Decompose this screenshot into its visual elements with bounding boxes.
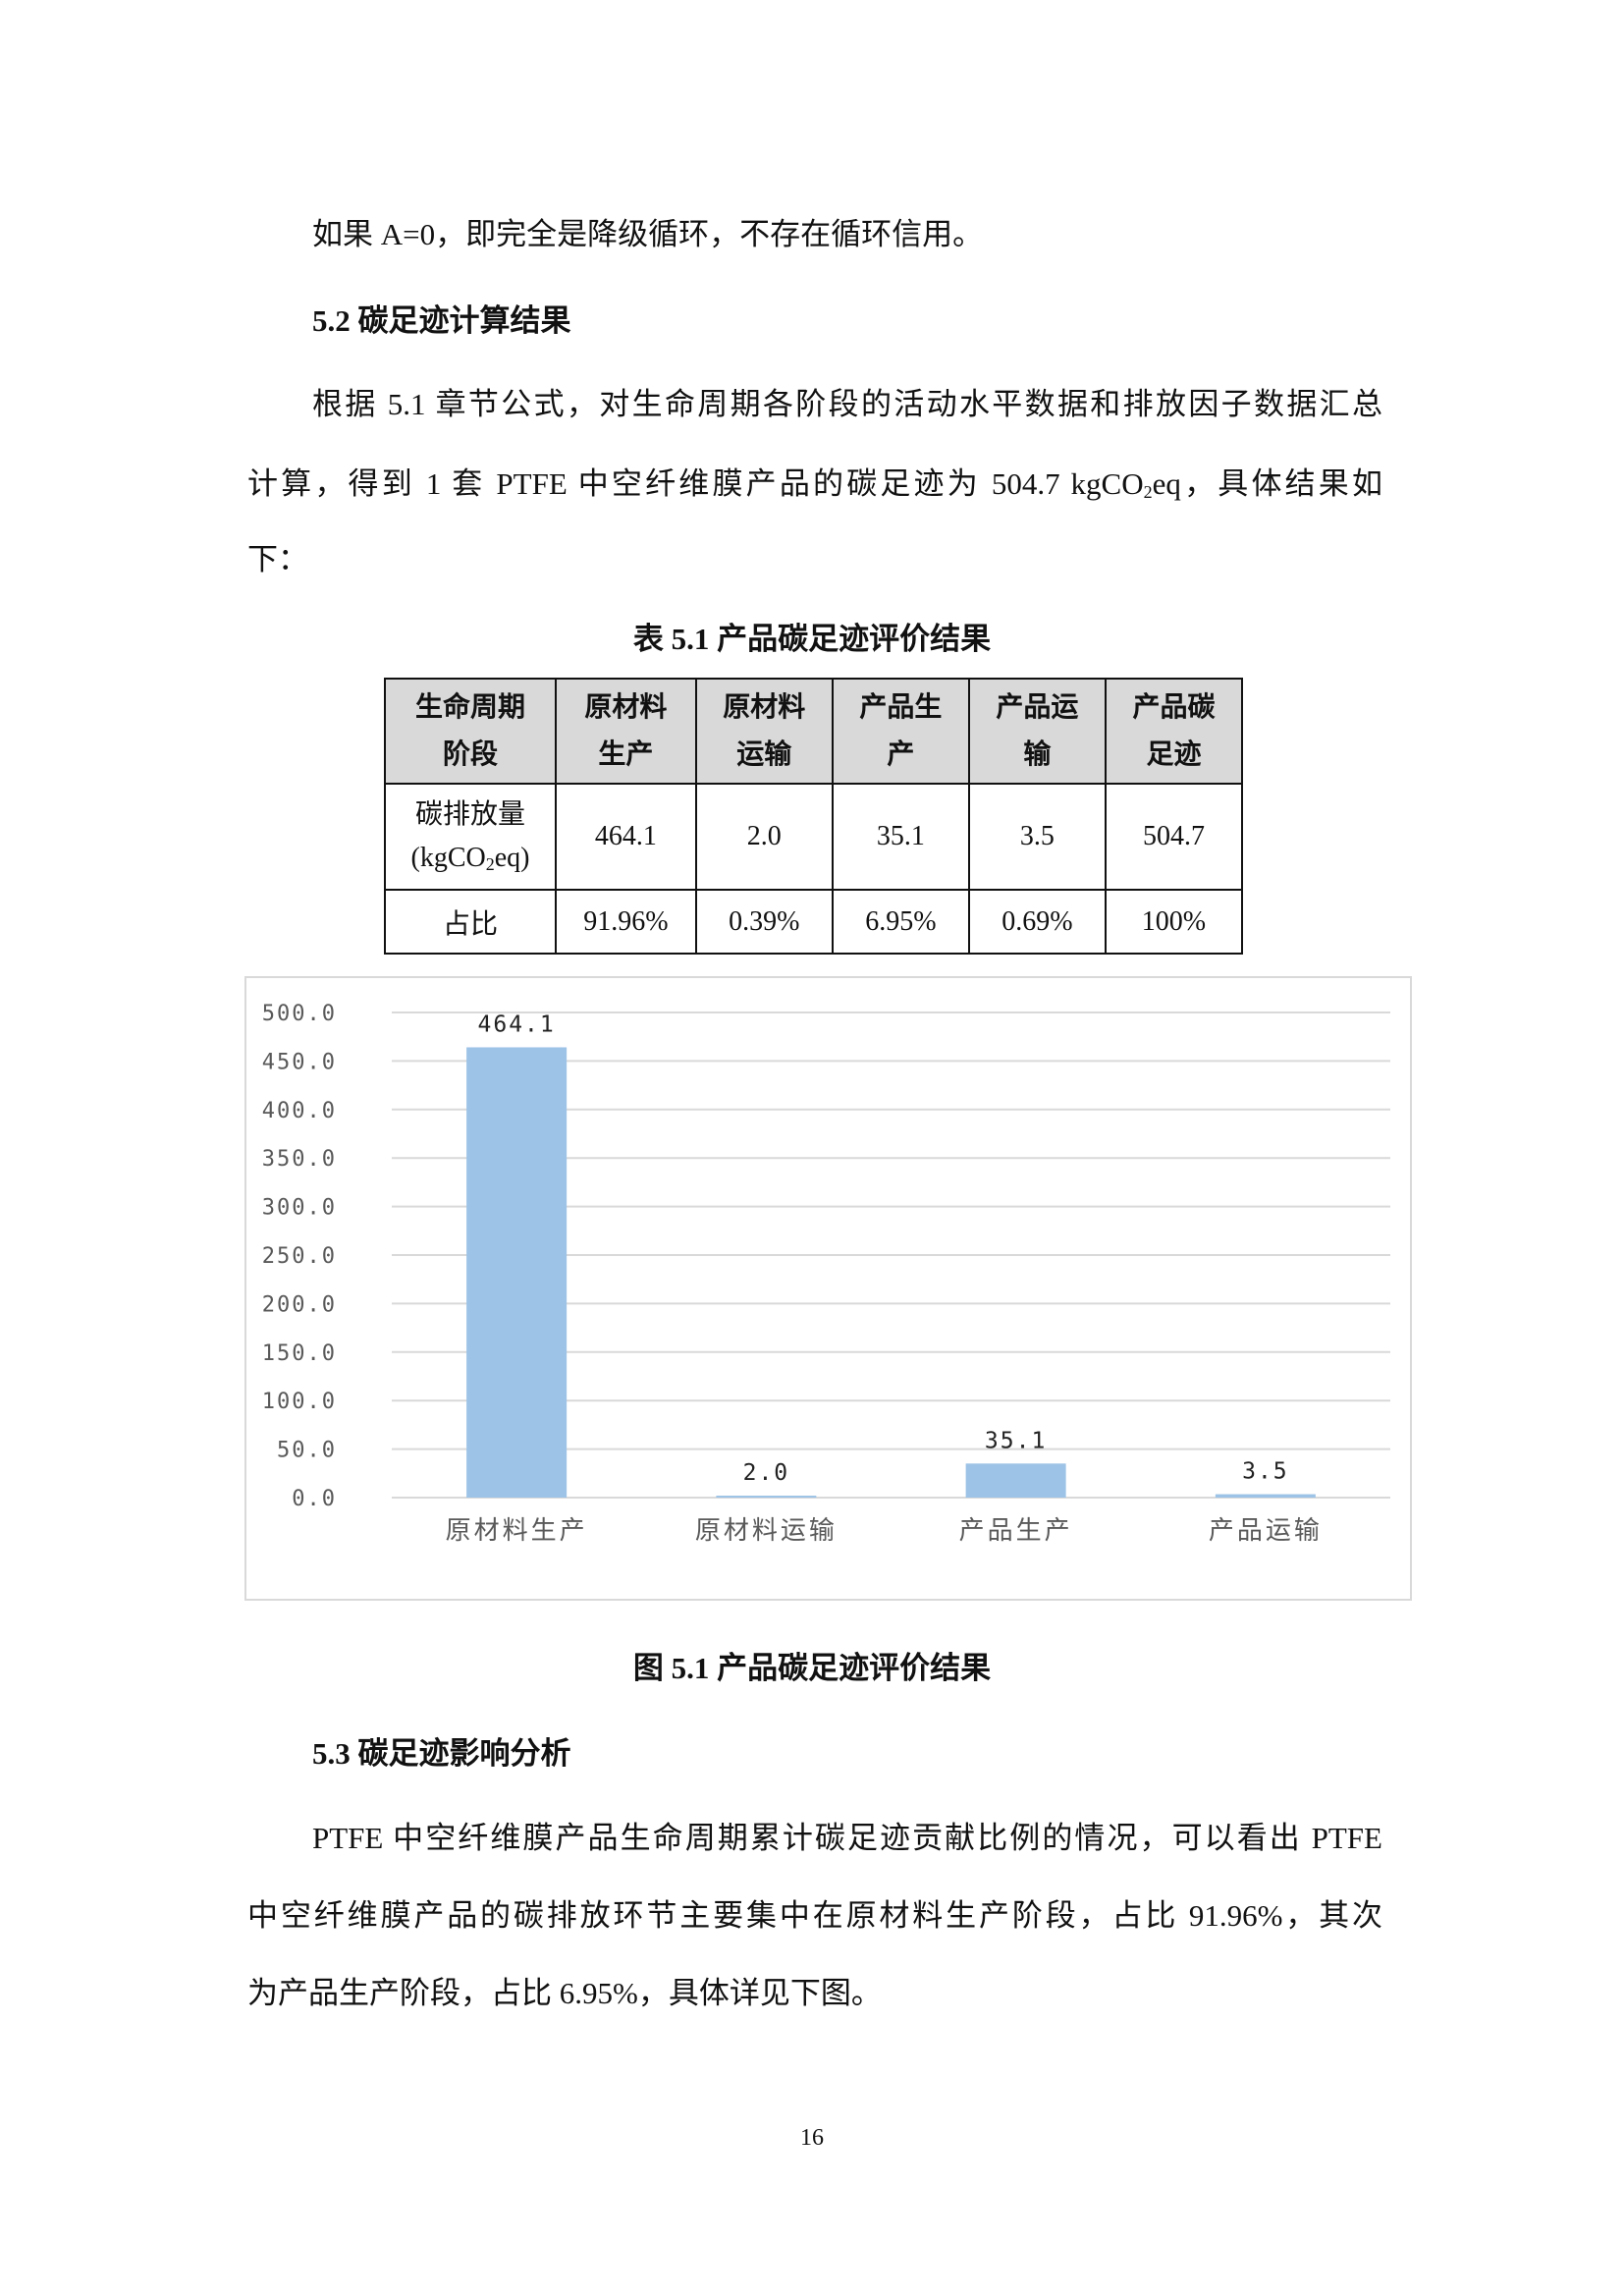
paragraph-line: 根据 5.1 章节公式，对生命周期各阶段的活动水平数据和排放因子数据汇总: [312, 387, 1382, 421]
y-tick-label: 50.0: [277, 1439, 337, 1463]
table-cell: 0.39%: [694, 889, 834, 955]
bar: [716, 1496, 817, 1499]
table-cell: 0.69%: [967, 889, 1107, 955]
table-cell: 35.1: [831, 783, 970, 891]
table-header-row: 生命周期 阶段 原材料 生产 原材料 运输 产品生产 产品运输 产品碳 足迹: [384, 678, 1244, 785]
figure-caption: 图 5.1 产品碳足迹评价结果: [632, 1651, 992, 1685]
y-tick-label: 400.0: [262, 1099, 337, 1123]
bar-chart-svg: 0.0 50.0 100.0 150.0 200.0 250.0 300.0 350.0 400…: [262, 1002, 1390, 1546]
y-tick-label: 500.0: [262, 1002, 337, 1026]
bar: [965, 1463, 1066, 1498]
header-cell: 原材料 运输: [694, 678, 834, 785]
y-tick-label: 100.0: [262, 1390, 337, 1414]
table-caption: 表 5.1 产品碳足迹评价结果: [632, 622, 992, 656]
section-heading-5-3: 5.3 碳足迹影响分析: [312, 1736, 571, 1771]
x-category-label: 产品生产: [959, 1516, 1073, 1546]
paragraph-line: 下：: [247, 542, 308, 576]
paragraph-line: PTFE 中空纤维膜产品生命周期累计碳足迹贡献比例的情况，可以看出 PTFE: [312, 1821, 1382, 1855]
y-tick-label: 450.0: [262, 1050, 337, 1074]
paragraph-line: 计算，得到 1 套 PTFE 中空纤维膜产品的碳足迹为 504.7 kgCO2e…: [247, 465, 1382, 504]
x-category-label: 原材料生产: [446, 1516, 588, 1546]
paragraph-line: 如果 A=0，即完全是降级循环，不存在循环信用。: [312, 217, 984, 251]
page-number: 16: [800, 2125, 824, 2151]
table-cell: 100%: [1104, 889, 1244, 955]
y-tick-label: 350.0: [262, 1147, 337, 1172]
text: eq，具体结果如: [1152, 466, 1382, 501]
x-category-label: 原材料运输: [695, 1516, 838, 1546]
table-cell: 6.95%: [831, 889, 970, 955]
results-table: 生命周期 阶段 原材料 生产 原材料 运输 产品生产 产品运输 产品碳 足迹 碳排放量(…: [384, 678, 1244, 955]
bar: [1215, 1494, 1316, 1498]
data-label: 35.1: [985, 1428, 1047, 1453]
header-cell: 产品碳 足迹: [1104, 678, 1244, 785]
data-label: 464.1: [478, 1011, 556, 1037]
table-cell: 464.1: [555, 783, 697, 891]
y-tick-label: 250.0: [262, 1244, 337, 1269]
table-row-share: 占比 91.96% 0.39% 6.95% 0.69% 100%: [384, 889, 1244, 955]
paragraph-line: 中空纤维膜产品的碳排放环节主要集中在原材料生产阶段，占比 91.96%，其次: [247, 1898, 1382, 1933]
table-cell: 2.0: [694, 783, 834, 891]
header-cell: 生命周期 阶段: [384, 678, 557, 785]
y-tick-label: 300.0: [262, 1196, 337, 1221]
data-label: 2.0: [743, 1460, 790, 1486]
section-heading-5-2: 5.2 碳足迹计算结果: [312, 303, 571, 338]
header-cell: 产品运输: [967, 678, 1107, 785]
y-tick-label: 0.0: [292, 1487, 337, 1511]
paragraph-line: 为产品生产阶段，占比 6.95%，具体详见下图。: [247, 1976, 882, 2010]
table-cell: 91.96%: [555, 889, 697, 955]
header-cell: 产品生产: [831, 678, 970, 785]
y-tick-label: 200.0: [262, 1292, 337, 1317]
data-label: 3.5: [1242, 1459, 1289, 1485]
table-cell: 504.7: [1104, 783, 1244, 891]
y-tick-label: 150.0: [262, 1341, 337, 1366]
table-row-emission: 碳排放量 (kgCO2eq) 464.1 2.0 35.1 3.5 504.7: [384, 783, 1244, 891]
subscript: 2: [1143, 482, 1153, 502]
row-label: 碳排放量 (kgCO2eq): [384, 783, 557, 891]
header-cell: 原材料 生产: [555, 678, 697, 785]
bar-chart: 0.0 50.0 100.0 150.0 200.0 250.0 300.0 350.0 400…: [244, 976, 1412, 1601]
table-cell: 3.5: [967, 783, 1107, 891]
x-category-label: 产品运输: [1209, 1516, 1323, 1546]
row-label: 占比: [384, 889, 557, 955]
bar: [466, 1047, 568, 1498]
text: 计算，得到 1 套 PTFE 中空纤维膜产品的碳足迹为 504.7 kgCO: [247, 466, 1144, 501]
